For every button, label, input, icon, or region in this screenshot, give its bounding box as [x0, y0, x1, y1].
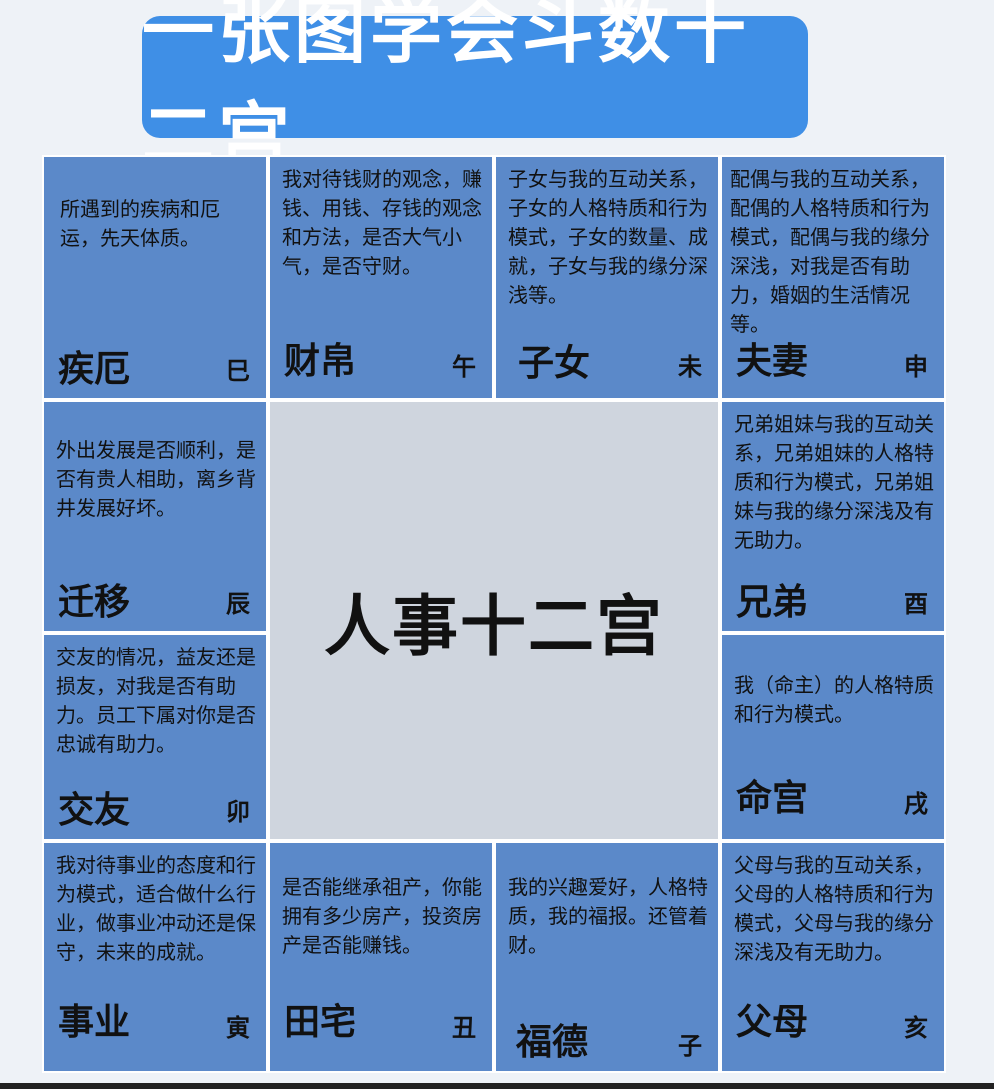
palace-ming: 我（命主）的人格特质和行为模式。 命宫 戌	[720, 633, 946, 841]
palace-branch: 丑	[452, 1014, 476, 1042]
palace-name: 福德	[516, 1022, 589, 1063]
palace-branch: 午	[452, 353, 476, 381]
palace-desc: 兄弟姐妹与我的互动关系，兄弟姐妹的人格特质和行为模式，兄弟姐妹与我的缘分深浅及有…	[734, 412, 934, 552]
palace-desc: 外出发展是否顺利，是否有贵人相助，离乡背井发展好坏。	[56, 438, 256, 520]
palace-branch: 卯	[226, 798, 250, 826]
palace-fude: 我的兴趣爱好，人格特质，我的福报。还管着财。 福德 子	[494, 841, 720, 1073]
palace-branch: 子	[678, 1032, 702, 1060]
palace-desc: 我对待事业的态度和行为模式，适合做什么行业，做事业冲动还是保守，未来的成就。	[56, 853, 256, 964]
palace-name: 事业	[58, 1002, 131, 1043]
palace-desc: 我的兴趣爱好，人格特质，我的福报。还管着财。	[508, 875, 708, 957]
palace-desc: 交友的情况，益友还是损友，对我是否有助力。员工下属对你是否忠诚有助力。	[56, 645, 256, 756]
palace-fumu: 父母与我的互动关系，父母的人格特质和行为模式，父母与我的缘分深浅及有无助力。 父…	[720, 841, 946, 1073]
palace-name: 田宅	[284, 1002, 357, 1043]
palace-xiong: 兄弟姐妹与我的互动关系，兄弟姐妹的人格特质和行为模式，兄弟姐妹与我的缘分深浅及有…	[720, 400, 946, 633]
palace-branch: 申	[904, 353, 928, 381]
palace-name: 财帛	[284, 341, 357, 382]
palace-name: 夫妻	[736, 341, 809, 382]
palace-desc: 父母与我的互动关系，父母的人格特质和行为模式，父母与我的缘分深浅及有无助力。	[734, 853, 934, 964]
palace-desc: 是否能继承祖产，你能拥有多少房产，投资房产是否能赚钱。	[282, 875, 482, 957]
bottom-divider	[0, 1083, 994, 1089]
palace-desc: 配偶与我的互动关系，配偶的人格特质和行为模式，配偶与我的缘分深浅，对我是否有助力…	[730, 167, 930, 336]
palace-qian: 外出发展是否顺利，是否有贵人相助，离乡背井发展好坏。 迁移 辰	[42, 400, 268, 633]
palace-name: 迁移	[58, 582, 131, 623]
palace-desc: 我（命主）的人格特质和行为模式。	[734, 673, 934, 726]
palace-branch: 酉	[904, 590, 928, 618]
palace-jiao: 交友的情况，益友还是损友，对我是否有助力。员工下属对你是否忠诚有助力。 交友 卯	[42, 633, 268, 841]
page-title: 一张图学会斗数十二宫	[142, 0, 751, 178]
palace-jie: 所遇到的疾病和厄运，先天体质。 疾厄 巳	[42, 155, 268, 400]
palace-cai: 我对待钱财的观念，赚钱、用钱、存钱的观念和方法，是否大气小气，是否守财。 财帛 …	[268, 155, 494, 400]
palace-branch: 寅	[226, 1014, 250, 1042]
palace-name: 交友	[58, 790, 131, 831]
palace-name: 子女	[518, 343, 591, 384]
title-banner: 一张图学会斗数十二宫	[142, 0, 808, 178]
palace-branch: 未	[678, 353, 702, 381]
palace-desc: 子女与我的互动关系，子女的人格特质和行为模式，子女的数量、成就，子女与我的缘分深…	[508, 167, 708, 307]
palace-shi: 我对待事业的态度和行为模式，适合做什么行业，做事业冲动还是保守，未来的成就。 事…	[42, 841, 268, 1073]
palace-desc: 所遇到的疾病和厄运，先天体质。	[60, 197, 220, 250]
palace-branch: 巳	[226, 357, 250, 385]
center-label: 人事十二宫	[324, 586, 664, 665]
palace-name: 兄弟	[736, 582, 809, 623]
palace-branch: 辰	[226, 590, 250, 618]
palace-fu: 配偶与我的互动关系，配偶的人格特质和行为模式，配偶与我的缘分深浅，对我是否有助力…	[720, 155, 946, 400]
palace-desc: 我对待钱财的观念，赚钱、用钱、存钱的观念和方法，是否大气小气，是否守财。	[282, 167, 482, 278]
palace-grid: 所遇到的疾病和厄运，先天体质。 疾厄 巳 我对待钱财的观念，赚钱、用钱、存钱的观…	[42, 155, 946, 1073]
palace-name: 父母	[736, 1002, 809, 1043]
palace-tian: 是否能继承祖产，你能拥有多少房产，投资房产是否能赚钱。 田宅 丑	[268, 841, 494, 1073]
palace-branch: 亥	[904, 1014, 928, 1042]
palace-zi: 子女与我的互动关系，子女的人格特质和行为模式，子女的数量、成就，子女与我的缘分深…	[494, 155, 720, 400]
palace-name: 命宫	[736, 778, 809, 819]
palace-name: 疾厄	[58, 349, 131, 390]
center-panel: 人事十二宫	[268, 400, 720, 841]
palace-branch: 戌	[904, 790, 928, 818]
